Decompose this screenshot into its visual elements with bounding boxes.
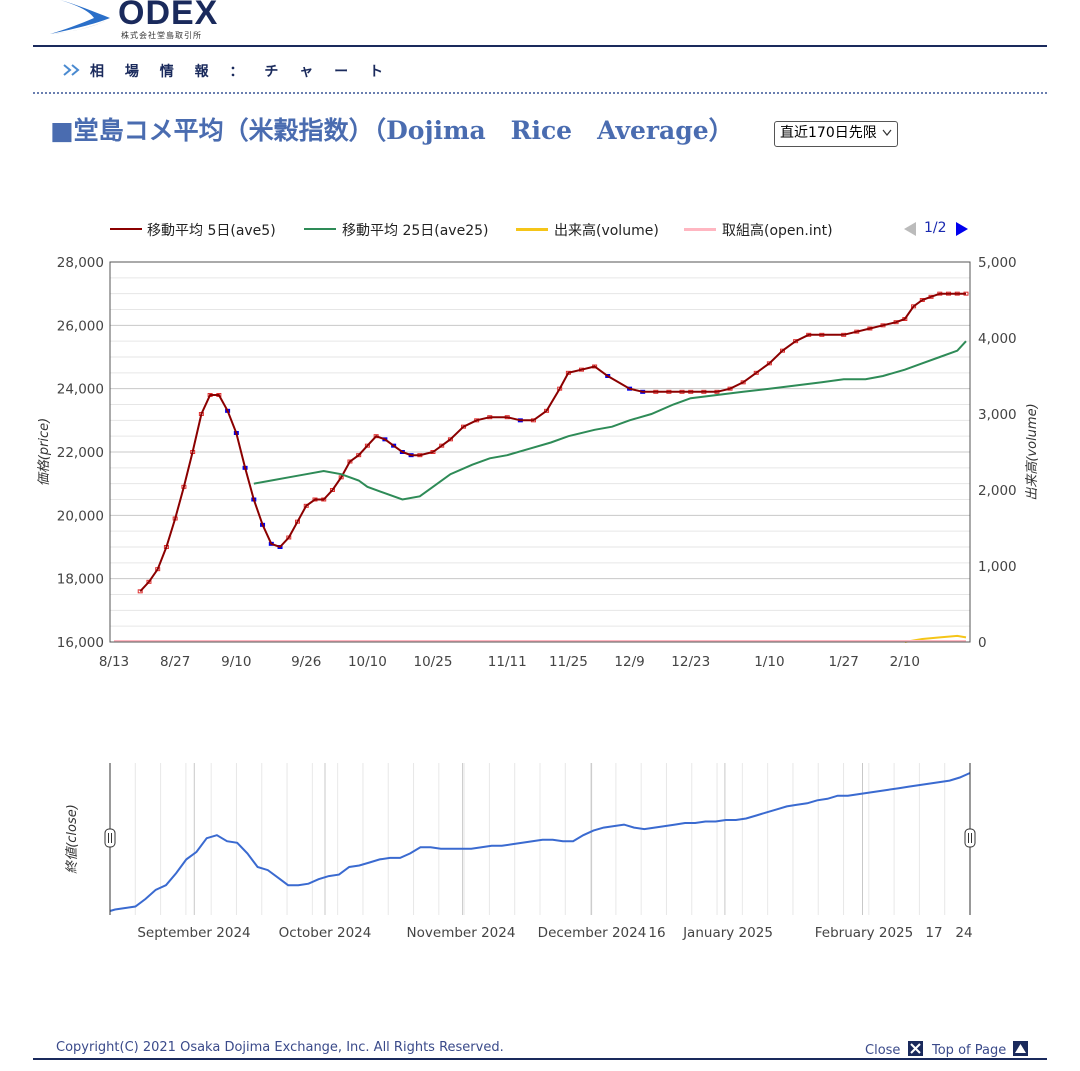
close-navigator-chart[interactable]: 終値(close) September 2024 October 2024 Novem…: [0, 755, 1080, 955]
page-title: ■堂島コメ平均（米穀指数）（Dojima Rice Average）: [50, 116, 734, 145]
y2-tick-label: 0: [978, 635, 987, 651]
legend-swatch-ave25: [304, 228, 336, 230]
top-of-page-button[interactable]: Top of Page: [932, 1039, 1029, 1058]
legend-swatch-openint: [684, 228, 716, 231]
x-tick-label: 2/10: [890, 654, 920, 670]
legend-label-ave25: 移動平均 25日(ave25): [342, 223, 489, 239]
pager-next-icon[interactable]: [954, 221, 970, 237]
y2-tick-label: 5,000: [978, 255, 1017, 271]
x-tick-label: 8/27: [160, 654, 190, 670]
y-tick-label: 16,000: [57, 635, 104, 651]
pager-prev-icon[interactable]: [902, 221, 918, 237]
x-tick-label: 12/9: [614, 654, 644, 670]
close-label: Close: [865, 1043, 901, 1058]
y-tick-label: 18,000: [57, 572, 104, 588]
y-tick-label: 20,000: [57, 508, 104, 524]
y-tick-label: 28,000: [57, 255, 104, 271]
logo-swoosh-icon: [50, 0, 110, 34]
y-axis-title: 価格(price): [37, 418, 52, 487]
x-tick-label: 9/10: [221, 654, 251, 670]
nav-x-tick-label: 17: [925, 925, 942, 941]
logo-subtitle: 株式会社堂島取引所: [121, 31, 202, 40]
nav-x-tick-label: September 2024: [137, 925, 250, 941]
range-select-value: 直近170日先限: [780, 125, 877, 141]
legend-label-ave5: 移動平均 5日(ave5): [147, 223, 276, 239]
legend-pager: 1/2: [902, 219, 974, 239]
breadcrumb-text: 相 場 情 報 ： チ ャ ー ト: [90, 64, 391, 80]
logo[interactable]: ODEX 株式会社堂島取引所: [50, 0, 230, 42]
x-tick-label: 9/26: [291, 654, 321, 670]
nav-right-handle[interactable]: [964, 828, 976, 848]
close-icon: [907, 1041, 923, 1056]
x-tick-label: 11/11: [488, 654, 527, 670]
plot-border: [109, 261, 971, 643]
close-button[interactable]: Close: [865, 1039, 923, 1058]
x-tick-label: 1/10: [754, 654, 784, 670]
y2-axis-title: 出来高(volume): [1025, 403, 1040, 500]
footer-divider: [33, 1058, 1047, 1060]
x-tick-label: 8/13: [99, 654, 129, 670]
nav-y-axis-title: 終値(close): [65, 804, 80, 874]
nav-left-handle[interactable]: [104, 828, 116, 848]
double-chevron-icon: [63, 64, 80, 76]
y2-tick-label: 1,000: [978, 559, 1017, 575]
close-line: [109, 772, 971, 912]
pager-text: 1/2: [924, 220, 947, 236]
y2-tick-label: 2,000: [978, 483, 1017, 499]
ave5-line: [139, 292, 966, 592]
y-tick-label: 24,000: [57, 382, 104, 398]
y2-tick-label: 3,000: [978, 407, 1017, 423]
legend-label-openint: 取組高(open.int): [722, 223, 833, 239]
arrow-up-icon: [1013, 1041, 1029, 1056]
header-divider: [33, 45, 1047, 47]
nav-x-tick-label: February 2025: [815, 925, 913, 941]
x-tick-label: 11/25: [549, 654, 588, 670]
top-of-page-label: Top of Page: [932, 1043, 1007, 1058]
legend-swatch-ave5: [110, 228, 142, 230]
range-select[interactable]: 直近170日先限: [774, 121, 898, 147]
legend-swatch-volume: [516, 228, 548, 231]
nav-x-tick-label: January 2025: [682, 925, 773, 941]
nav-x-tick-label: October 2024: [279, 925, 372, 941]
logo-text: ODEX: [118, 0, 219, 32]
x-tick-label: 10/25: [414, 654, 453, 670]
ave25-line: [253, 340, 967, 501]
x-tick-label: 12/23: [671, 654, 710, 670]
chevron-down-icon: [882, 129, 892, 136]
y2-tick-label: 4,000: [978, 331, 1017, 347]
section-divider: [33, 92, 1047, 94]
x-tick-label: 1/27: [828, 654, 858, 670]
y-tick-label: 26,000: [57, 318, 104, 334]
x-tick-label: 10/10: [348, 654, 387, 670]
price-chart[interactable]: 28,000 26,000 24,000 22,000 20,000 18,000 16,0…: [0, 250, 1080, 670]
nav-x-tick-label: December 2024: [538, 925, 647, 941]
legend-label-volume: 出来高(volume): [554, 223, 659, 239]
nav-x-tick-label: 16: [648, 925, 665, 941]
y-tick-label: 22,000: [57, 445, 104, 461]
nav-x-tick-label: November 2024: [407, 925, 516, 941]
chart-legend: 移動平均 5日(ave5) 移動平均 25日(ave25) 出来高(volume…: [110, 219, 850, 239]
copyright: Copyright(C) 2021 Osaka Dojima Exchange,…: [56, 1040, 504, 1055]
nav-x-tick-label: 24: [955, 925, 972, 941]
